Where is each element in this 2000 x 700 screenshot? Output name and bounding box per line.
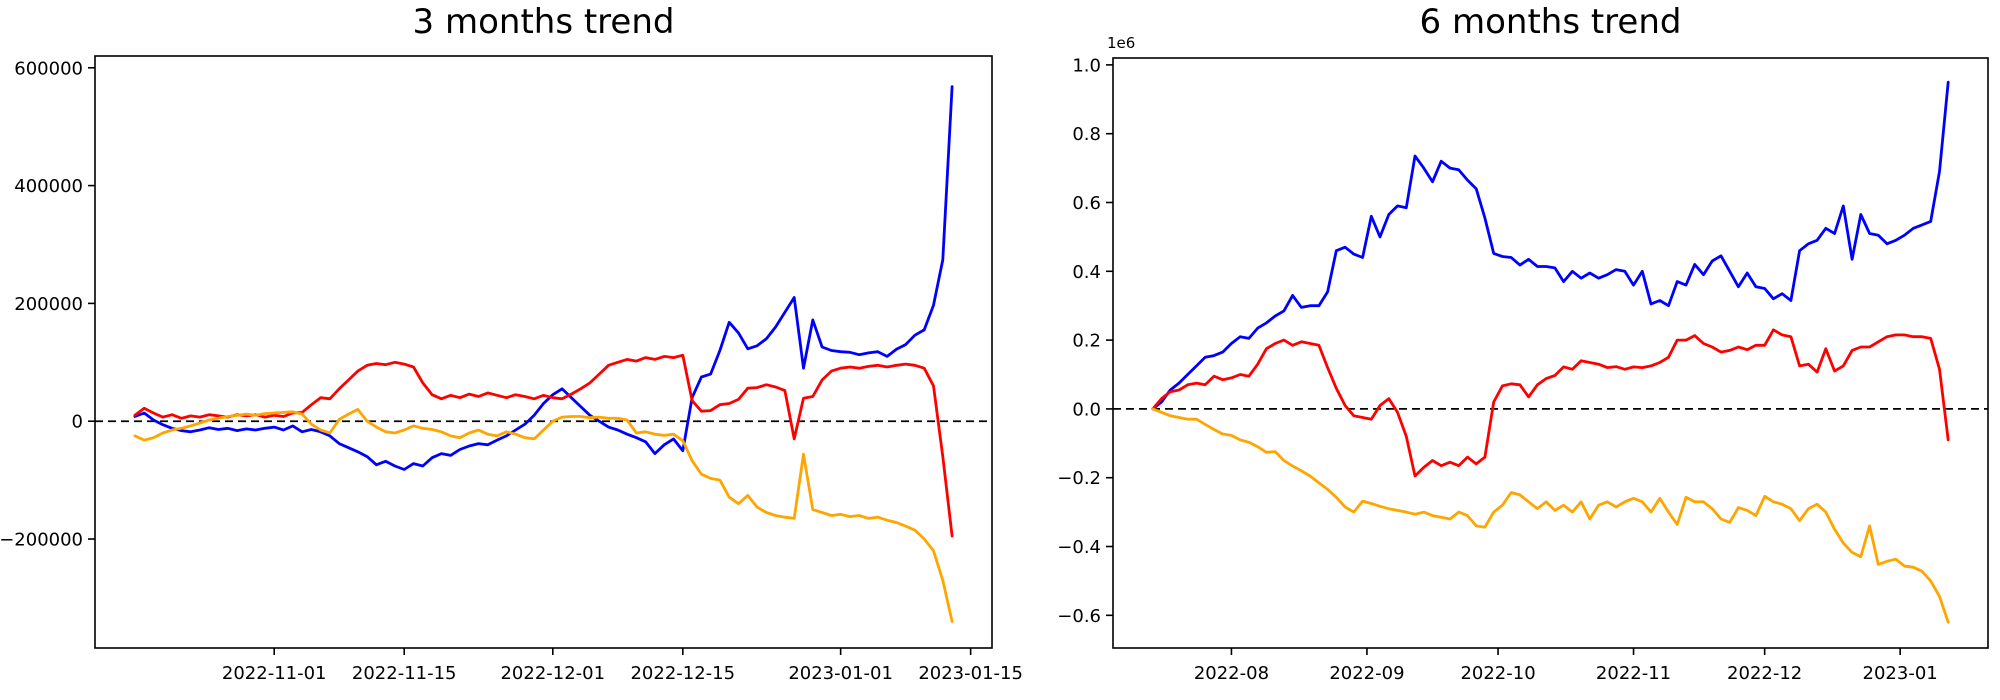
y-tick-label: 600000 <box>14 58 83 79</box>
y-tick-label: 400000 <box>14 176 83 197</box>
chart-title-6-months: 6 months trend <box>1419 2 1682 42</box>
y-tick-label: −0.4 <box>1057 537 1101 558</box>
y-tick-label: −200000 <box>0 530 83 551</box>
plot-border <box>1112 57 1989 649</box>
orange-series-line <box>133 407 954 623</box>
y-tick-label: 1.0 <box>1072 55 1101 76</box>
y-tick-label: 200000 <box>14 294 83 315</box>
red-series-line <box>133 353 954 538</box>
x-tick-label: 2022-11-01 <box>222 663 327 684</box>
red-series-line <box>1151 328 1950 478</box>
x-tick-label: 2022-09 <box>1329 663 1404 684</box>
x-tick-label: 2022-11-15 <box>352 663 457 684</box>
y-tick-label: 0 <box>72 412 83 433</box>
x-tick-label: 2023-01 <box>1863 663 1938 684</box>
x-tick-label: 2022-08 <box>1194 663 1269 684</box>
y-tick-label: 0.0 <box>1072 399 1101 420</box>
y-tick-label: −0.6 <box>1057 606 1101 627</box>
orange-series-line <box>1151 407 1950 624</box>
x-tick-label: 2022-10 <box>1460 663 1535 684</box>
x-tick-label: 2023-01-15 <box>918 663 1023 684</box>
x-tick-label: 2022-12-15 <box>630 663 735 684</box>
y-axis-offset-label: 1e6 <box>1107 34 1135 52</box>
x-tick-label: 2022-12-01 <box>500 663 605 684</box>
y-tick-label: 0.4 <box>1072 262 1101 283</box>
y-tick-label: 0.8 <box>1072 124 1101 145</box>
plot-border <box>94 55 993 649</box>
y-tick-label: −0.2 <box>1057 468 1101 489</box>
y-tick-label: 0.2 <box>1072 331 1101 352</box>
x-tick-label: 2022-11 <box>1596 663 1671 684</box>
y-tick-label: 0.6 <box>1072 193 1101 214</box>
x-tick-label: 2022-12 <box>1727 663 1802 684</box>
chart-title-3-months: 3 months trend <box>412 2 675 42</box>
blue-series-line <box>133 85 954 471</box>
x-tick-label: 2023-01-01 <box>788 663 893 684</box>
blue-series-line <box>1151 80 1950 411</box>
